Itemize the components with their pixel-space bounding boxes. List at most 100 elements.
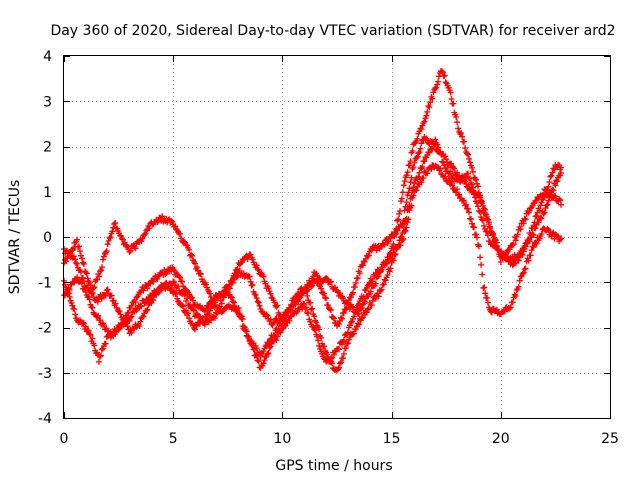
data-point-plus: [434, 81, 441, 88]
data-point-plus: [537, 214, 544, 221]
data-point-plus: [558, 201, 564, 208]
data-point-plus: [90, 294, 97, 301]
data-point-plus: [378, 286, 385, 293]
data-point-plus: [154, 276, 161, 282]
data-point-plus: [517, 226, 524, 233]
data-point-plus: [477, 254, 484, 261]
data-point-plus: [479, 217, 486, 224]
data-point-plus: [454, 169, 461, 176]
chart-title: Day 360 of 2020, Sidereal Day-to-day VTE…: [50, 23, 615, 39]
data-point-plus: [181, 291, 188, 298]
data-point-plus: [211, 299, 218, 306]
data-point-plus: [337, 360, 343, 367]
data-point-plus: [255, 299, 262, 306]
data-point-plus: [392, 251, 399, 258]
data-point-plus: [208, 302, 215, 309]
data-point-plus: [288, 301, 295, 308]
data-point-plus: [229, 276, 236, 283]
data-point-plus: [89, 290, 96, 296]
data-point-plus: [477, 208, 483, 215]
y-tick-label: -3: [38, 366, 52, 382]
data-point-plus: [197, 313, 203, 320]
data-point-plus: [175, 283, 182, 290]
data-point-plus: [483, 213, 490, 220]
data-point-plus: [541, 209, 548, 216]
data-point-plus: [524, 237, 531, 244]
data-point-plus: [410, 184, 417, 191]
data-point-plus: [557, 236, 564, 243]
data-point-plus: [150, 297, 157, 304]
data-point-plus: [424, 170, 431, 177]
data-point-plus: [529, 243, 536, 250]
data-point-plus: [307, 280, 314, 287]
data-point-plus: [398, 233, 405, 240]
data-point-plus: [139, 235, 146, 242]
data-point-plus: [315, 277, 322, 283]
data-point-plus: [558, 170, 564, 176]
data-point-plus: [531, 219, 538, 226]
data-point-plus: [515, 283, 522, 290]
data-point-plus: [191, 307, 197, 314]
data-point-plus: [464, 150, 470, 157]
data-point-plus: [527, 252, 534, 259]
data-point-plus: [442, 173, 449, 180]
data-point-plus: [266, 288, 273, 295]
data-point-plus: [365, 305, 372, 312]
data-point-plus: [192, 260, 198, 267]
data-point-plus: [409, 148, 416, 154]
data-point-plus: [211, 315, 218, 322]
data-point-plus: [271, 332, 278, 339]
data-point-plus: [483, 228, 490, 235]
data-point-plus: [548, 172, 555, 179]
data-point-plus: [448, 96, 455, 102]
data-point-plus: [105, 237, 112, 244]
data-point-plus: [442, 153, 449, 160]
data-point-plus: [439, 158, 446, 165]
data-point-plus: [332, 284, 338, 291]
data-point-plus: [329, 360, 335, 367]
data-point-plus: [427, 99, 434, 106]
data-point-plus: [74, 236, 81, 243]
data-point-plus: [128, 302, 135, 309]
data-point-plus: [169, 218, 176, 225]
data-point-plus: [100, 256, 106, 263]
data-point-plus: [465, 151, 471, 158]
data-point-plus: [486, 223, 493, 230]
data-point-plus: [467, 159, 473, 166]
data-point-plus: [180, 303, 187, 310]
data-point-plus: [384, 272, 391, 278]
data-point-plus: [540, 210, 547, 217]
data-point-plus: [155, 289, 162, 296]
data-point-plus: [179, 302, 186, 309]
data-point-plus: [554, 178, 561, 185]
data-point-plus: [330, 314, 336, 321]
data-point-plus: [140, 313, 147, 320]
data-point-plus: [525, 257, 532, 264]
data-point-plus: [95, 312, 102, 319]
data-point-plus: [439, 69, 446, 76]
data-point-plus: [201, 319, 207, 326]
y-tick-label: 1: [43, 185, 52, 201]
data-point-plus: [474, 200, 480, 207]
data-point-plus: [390, 241, 397, 248]
data-point-plus: [80, 278, 87, 285]
data-point-plus: [142, 282, 149, 288]
data-point-plus: [133, 294, 140, 301]
data-point-plus: [462, 145, 469, 151]
data-point-plus: [512, 293, 519, 299]
data-point-plus: [189, 252, 196, 259]
data-point-plus: [254, 266, 261, 272]
data-point-plus: [350, 330, 357, 337]
data-point-plus: [394, 217, 401, 224]
data-point-plus: [323, 295, 330, 302]
data-point-plus: [87, 331, 94, 338]
data-point-plus: [203, 281, 209, 288]
data-point-plus: [218, 300, 225, 307]
data-point-plus: [274, 302, 281, 309]
data-point-plus: [405, 206, 412, 213]
data-point-plus: [414, 135, 421, 142]
data-point-plus: [480, 222, 487, 229]
data-point-plus: [523, 240, 530, 247]
series-track-c: [61, 162, 564, 371]
data-point-plus: [403, 215, 410, 222]
